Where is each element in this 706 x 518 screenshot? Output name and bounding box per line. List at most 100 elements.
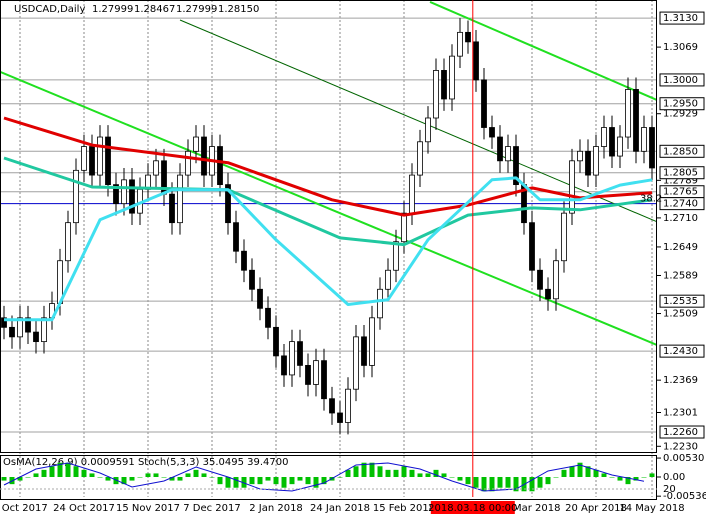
osma-bar xyxy=(249,477,255,485)
candle-body xyxy=(273,326,279,357)
header-value: 1.27999 xyxy=(92,4,133,15)
candle-body xyxy=(513,146,519,186)
candle-body xyxy=(497,136,503,162)
osma-bar xyxy=(617,477,623,481)
level-box xyxy=(659,73,705,87)
fib-label: 38.2 xyxy=(640,194,662,205)
y-tick-label: 1.2589 xyxy=(663,270,698,281)
osma-bar xyxy=(553,477,559,478)
osma-bar xyxy=(473,477,479,488)
osma-bar xyxy=(1,477,7,481)
osma-bar xyxy=(89,473,95,477)
osma-bar xyxy=(41,469,47,477)
osma-bar xyxy=(625,477,631,485)
header-value: 1.27999 xyxy=(176,4,217,15)
candle-body xyxy=(169,193,175,224)
candle-body xyxy=(217,146,223,186)
osma-bar xyxy=(457,477,463,481)
y-tick-label: 1.2230 xyxy=(663,441,698,452)
candle-body xyxy=(505,146,511,162)
osma-bar xyxy=(233,477,239,488)
osma-bar xyxy=(273,477,279,485)
level-label: 1.2535 xyxy=(663,296,698,307)
osma-bar xyxy=(641,477,647,478)
osma-bar xyxy=(49,466,55,477)
candle-body xyxy=(633,89,639,152)
y-tick-label: 1.2710 xyxy=(663,213,698,224)
candle-body xyxy=(545,288,551,300)
osma-bar xyxy=(425,473,431,477)
trendline xyxy=(0,70,658,346)
osma-bar xyxy=(313,477,319,488)
candle-body xyxy=(65,222,71,262)
x-tick-label: 20 Apr 2018 xyxy=(565,503,627,514)
osma-bar xyxy=(265,477,271,481)
osma-bar xyxy=(369,462,375,477)
osma-bar xyxy=(33,473,39,477)
main-frame xyxy=(0,0,657,453)
candle-body xyxy=(409,174,415,214)
sub-frame xyxy=(0,455,657,500)
x-tick-label: 9 Mar 2018 xyxy=(503,503,560,514)
osma-bar xyxy=(433,469,439,477)
osma-bar xyxy=(337,477,343,478)
candle-body xyxy=(33,331,39,343)
candle-body xyxy=(41,317,47,343)
level-label: 1.3000 xyxy=(663,75,698,86)
candle-body xyxy=(465,31,471,43)
level-label: 1.2805 xyxy=(663,168,698,179)
osma-bar xyxy=(129,477,135,481)
candle-body xyxy=(81,146,87,171)
candle-body xyxy=(649,127,655,169)
candle-body xyxy=(569,160,575,214)
osma-bar xyxy=(185,473,191,477)
osma-bar xyxy=(441,473,447,477)
candle-body xyxy=(113,184,119,205)
osma-bar xyxy=(513,477,519,492)
candle-body xyxy=(457,31,463,57)
x-tick-label: 2 Jan 2018 xyxy=(249,503,303,514)
level-label: 1.3130 xyxy=(663,13,698,24)
x-tick-label: 24 Jan 2018 xyxy=(310,503,370,514)
candle-body xyxy=(201,136,207,176)
candle-body xyxy=(265,307,271,328)
osma-bar xyxy=(193,469,199,477)
osma-bar xyxy=(505,477,511,488)
level-box xyxy=(659,344,705,358)
osma-bar xyxy=(145,473,151,477)
level-label: 1.2850 xyxy=(663,146,698,157)
osma-bar xyxy=(417,473,423,477)
candle-body xyxy=(193,136,199,152)
header-value: 1.28467 xyxy=(134,4,175,15)
osma-bar xyxy=(241,477,247,488)
y-tick-label: 1.2789 xyxy=(663,175,698,186)
candle-body xyxy=(481,79,487,128)
candle-body xyxy=(1,317,7,328)
indicator-title: OsMA(12,26,9) 0.0009591 Stoch(5,3,3) 35.… xyxy=(3,457,289,468)
osma-bar xyxy=(73,466,79,477)
candle-body xyxy=(313,360,319,385)
candle-body xyxy=(561,212,567,262)
time-marker-label: 2018.03.18 00:00 xyxy=(428,503,517,514)
level-box xyxy=(659,11,705,25)
candle-body xyxy=(449,55,455,100)
osma-bar xyxy=(649,473,655,477)
candle-body xyxy=(9,326,15,338)
trendline xyxy=(429,0,658,101)
candle-body xyxy=(593,146,599,176)
osma-bar xyxy=(105,477,111,481)
level-box xyxy=(659,197,705,211)
osma-bar xyxy=(401,466,407,477)
osma-bar xyxy=(409,469,415,477)
osma-bar xyxy=(321,477,327,485)
candle-body xyxy=(225,184,231,224)
osma-bar xyxy=(297,477,303,481)
y-tick-label: 1.2301 xyxy=(663,408,698,419)
moving-average xyxy=(3,156,653,247)
candle-body xyxy=(345,388,351,423)
osma-bar xyxy=(25,477,31,478)
osma-bar xyxy=(305,477,311,485)
trendline xyxy=(179,19,657,223)
